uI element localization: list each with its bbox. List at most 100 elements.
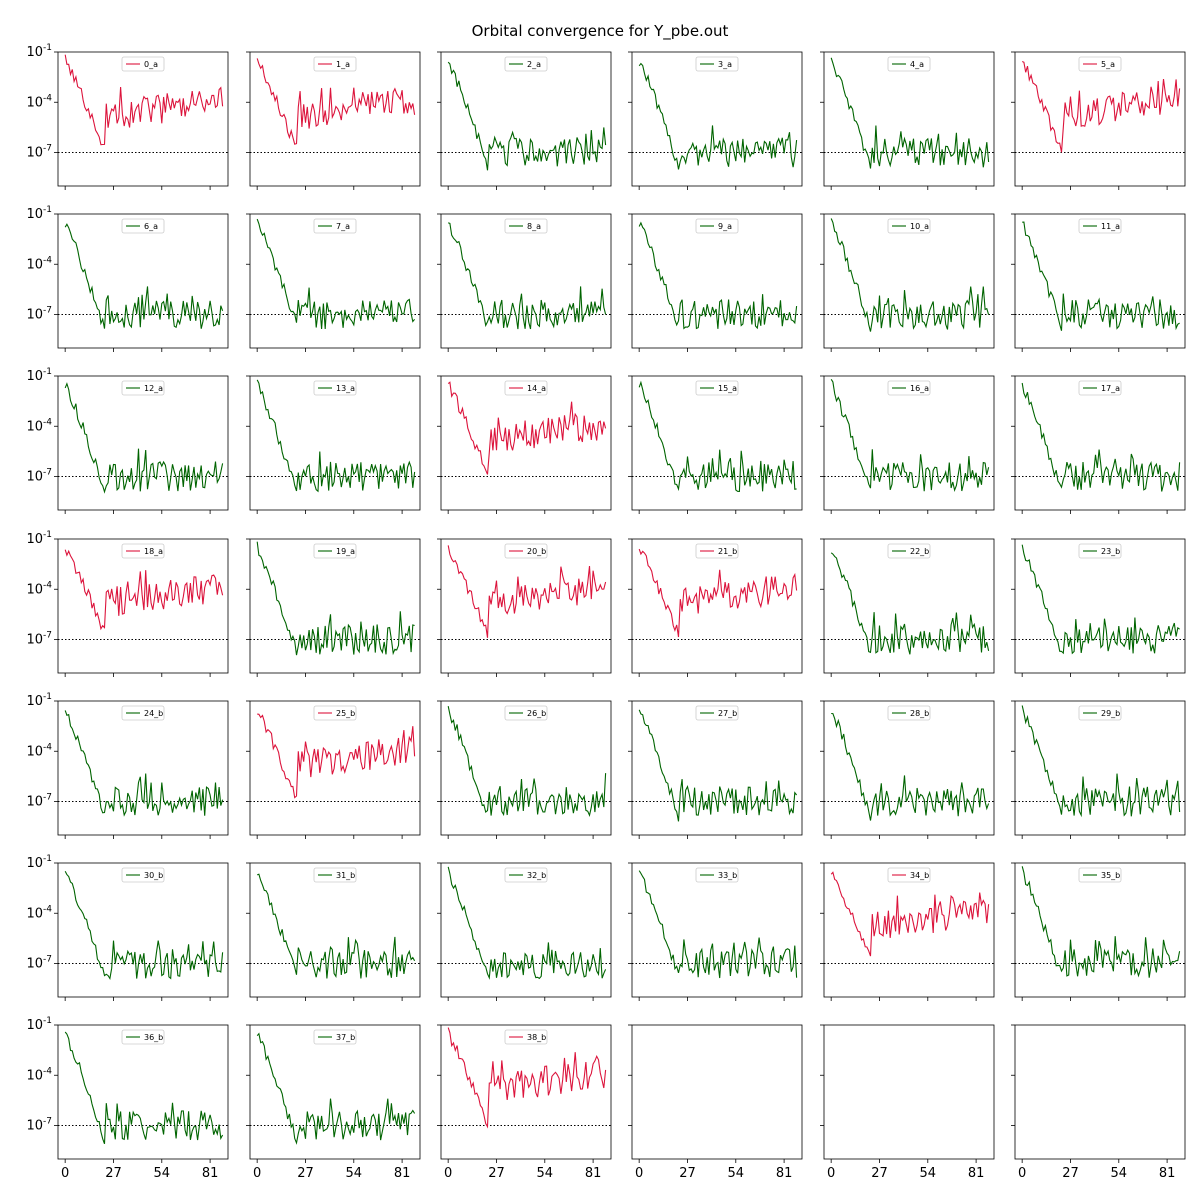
- x-tick-label: 54: [920, 1166, 937, 1181]
- legend-label: 35_b: [1101, 871, 1120, 880]
- legend-box: [504, 218, 548, 234]
- axes-frame: [631, 51, 803, 187]
- y-tick-label: 10-4: [26, 255, 52, 272]
- axes-frame: [631, 375, 803, 511]
- axes-frame: [631, 213, 803, 349]
- y-tick-label: 10-7: [26, 631, 52, 648]
- legend-box: [121, 543, 165, 559]
- legend-label: 30_b: [144, 871, 163, 880]
- series-line-4_a: [830, 57, 990, 169]
- legend-box: [313, 705, 357, 721]
- series-line-19_a: [256, 541, 415, 656]
- y-tick-label: 10-4: [26, 93, 52, 110]
- subplot-4_a: 4_a: [820, 51, 995, 190]
- legend-box: [695, 56, 739, 72]
- y-tick-label: 10-1: [26, 854, 52, 871]
- series-line-25_b: [257, 713, 416, 799]
- series-line-6_a: [64, 223, 224, 329]
- x-tick-label: 27: [871, 1166, 888, 1181]
- legend-label: 25_b: [336, 709, 355, 718]
- series-line-29_b: [1021, 705, 1181, 818]
- y-tick-label: 10-4: [26, 1066, 52, 1083]
- axes-frame: [823, 51, 995, 187]
- axes-frame: [249, 862, 421, 998]
- subplot-37_b: 0 27 54 81 37_b: [246, 1024, 421, 1181]
- legend-label: 14_a: [527, 384, 546, 393]
- series-line-12_a: [64, 382, 224, 494]
- y-tick-label: 10-1: [26, 367, 52, 384]
- legend-box: [121, 380, 165, 396]
- subplot-20_b: 20_b: [437, 538, 612, 677]
- series-line-36_b: [64, 1031, 224, 1144]
- legend-box: [695, 705, 739, 721]
- legend-box: [695, 867, 739, 883]
- subplot-35_b: 35_b: [1011, 862, 1186, 1001]
- legend-label: 26_b: [527, 709, 546, 718]
- x-tick-label: 27: [679, 1166, 696, 1181]
- axes-frame: [1014, 862, 1186, 998]
- axes-frame: [1014, 538, 1186, 674]
- axes-frame: [440, 51, 612, 187]
- y-tick-label: 10-1: [26, 1016, 52, 1033]
- subplot-3_a: 3_a: [628, 51, 803, 190]
- legend-box: [1078, 380, 1122, 396]
- subplot-grid: 10-110-410-70_a 1_a 2_a 3_a 4_a 5_a10-110-410…: [26, 43, 1186, 1181]
- subplot-11_a: 11_a: [1011, 213, 1186, 352]
- legend-label: 38_b: [527, 1033, 546, 1042]
- y-tick-label: 10-4: [26, 742, 52, 759]
- legend-label: 23_b: [1101, 547, 1120, 556]
- series-line-15_a: [638, 380, 797, 492]
- y-tick-label: 10-7: [26, 306, 52, 323]
- legend-box: [121, 867, 165, 883]
- x-tick-label: 81: [968, 1166, 985, 1181]
- legend-box: [695, 218, 739, 234]
- legend-box: [1078, 543, 1122, 559]
- axes-frame: [1014, 375, 1186, 511]
- x-tick-label: 81: [394, 1166, 411, 1181]
- subplot-22_b: 22_b: [820, 538, 995, 677]
- y-tick-label: 10-7: [26, 793, 52, 810]
- series-line-16_a: [830, 379, 990, 492]
- subplot-31_b: 31_b: [246, 862, 421, 1001]
- x-tick-label: 54: [728, 1166, 745, 1181]
- series-line-26_b: [447, 705, 607, 818]
- subplot-14_a: 14_a: [437, 375, 612, 514]
- legend-box: [887, 705, 931, 721]
- axes-frame: [249, 51, 421, 187]
- axes-frame: [57, 51, 229, 187]
- legend-box: [504, 543, 548, 559]
- x-tick-label: 0: [635, 1166, 643, 1181]
- y-tick-label: 10-7: [26, 955, 52, 972]
- legend-label: 10_a: [910, 222, 929, 231]
- legend-box: [313, 380, 357, 396]
- x-tick-label: 54: [346, 1166, 363, 1181]
- axes-frame: [631, 1024, 803, 1160]
- legend-label: 9_a: [718, 222, 732, 231]
- subplot-7_a: 7_a: [246, 213, 421, 352]
- legend-label: 21_b: [718, 547, 737, 556]
- legend-label: 27_b: [718, 709, 737, 718]
- axes-frame: [440, 213, 612, 349]
- legend-box: [504, 705, 548, 721]
- series-line-11_a: [1022, 221, 1180, 331]
- legend-label: 13_a: [336, 384, 355, 393]
- series-line-2_a: [447, 61, 607, 171]
- legend-label: 3_a: [718, 60, 732, 69]
- subplot-34_b: 34_b: [820, 862, 995, 1001]
- subplot-25_b: 25_b: [246, 700, 421, 839]
- subplot-17_a: 17_a: [1011, 375, 1186, 514]
- subplot-33_b: 33_b: [628, 862, 803, 1001]
- axes-frame: [631, 862, 803, 998]
- subplot-6_a: 10-1 10-4 10-7 6_a: [26, 205, 229, 352]
- axes-frame: [631, 538, 803, 674]
- y-tick-label: 10-4: [26, 904, 52, 921]
- legend-label: 8_a: [527, 222, 541, 231]
- legend-box: [313, 218, 357, 234]
- subplot-empty: 0 27 54 81: [628, 1024, 803, 1181]
- legend-box: [504, 1029, 548, 1045]
- series-line-8_a: [448, 222, 607, 330]
- legend-label: 7_a: [336, 222, 350, 231]
- legend-box: [1078, 56, 1122, 72]
- series-line-31_b: [256, 873, 416, 979]
- legend-box: [1078, 705, 1122, 721]
